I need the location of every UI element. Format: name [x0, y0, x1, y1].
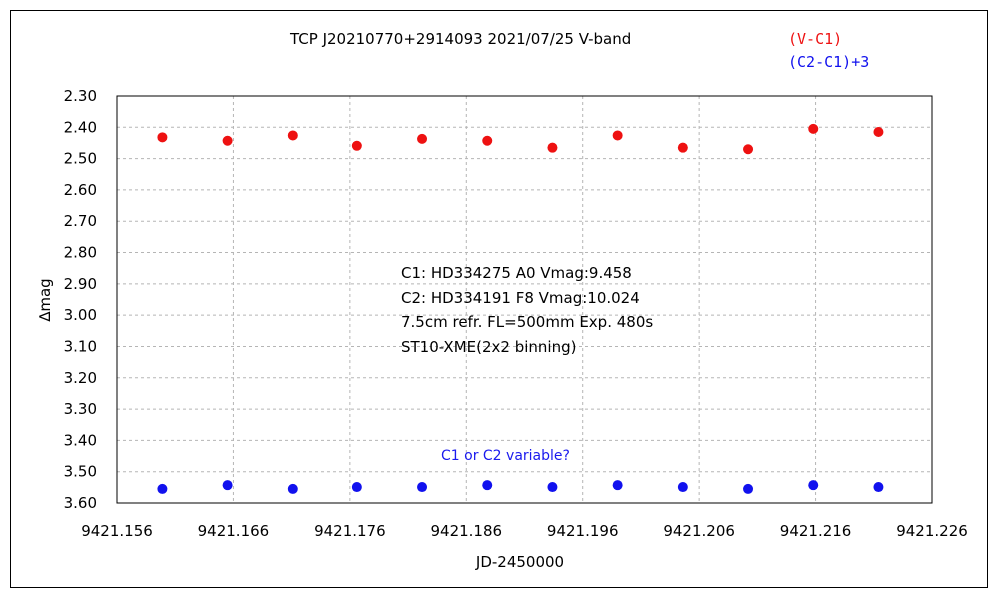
x-tick-label: 9421.206 [663, 522, 735, 540]
c2-c1-point [157, 483, 168, 494]
y-tick-label: 3.10 [64, 337, 97, 355]
x-tick-label: 9421.176 [314, 522, 386, 540]
chart-frame [10, 10, 988, 588]
c2-c1-point [417, 482, 428, 493]
data-points [157, 123, 884, 494]
v-c1-point [808, 123, 819, 134]
v-c1-point [417, 133, 428, 144]
y-tick-label: 2.90 [64, 275, 97, 293]
legend-v-c1: (V-C1) [788, 30, 842, 48]
x-tick-label: 9421.186 [430, 522, 502, 540]
x-tick-labels: 9421.156 9421.166 9421.176 9421.186 9421.196… [81, 522, 968, 540]
info-line-c1: C1: HD334275 A0 Vmag:9.458 [401, 264, 632, 282]
y-tick-labels: 2.30 2.40 2.50 2.60 2.70 2.80 2.90 3.00 3.10 3.20… [64, 87, 97, 512]
y-tick-label: 2.50 [64, 150, 97, 168]
c2-c1-point [287, 483, 298, 494]
info-line-c2: C2: HD334191 F8 Vmag:10.024 [401, 289, 640, 307]
x-axis-label: JD-2450000 [475, 553, 564, 571]
y-tick-label: 3.20 [64, 369, 97, 387]
grid [117, 96, 932, 503]
v-c1-point [743, 144, 754, 155]
c2-c1-point [808, 480, 819, 491]
variable-note: C1 or C2 variable? [441, 448, 570, 464]
y-tick-label: 2.70 [64, 212, 97, 230]
v-c1-point [612, 130, 623, 141]
info-line-camera: ST10-XME(2x2 binning) [401, 338, 576, 356]
x-tick-label: 9421.226 [896, 522, 968, 540]
y-axis-label: ∆mag [36, 278, 54, 322]
c2-c1-point [222, 480, 233, 491]
y-tick-label: 2.80 [64, 244, 97, 262]
v-c1-point [157, 132, 168, 143]
c2-c1-point [873, 482, 884, 493]
y-tick-label: 3.40 [64, 431, 97, 449]
y-tick-label: 2.40 [64, 118, 97, 136]
c2-c1-point [482, 480, 493, 491]
x-tick-label: 9421.216 [780, 522, 852, 540]
v-c1-point [351, 140, 362, 151]
chart-title: TCP J20210770+2914093 2021/07/25 V-band [289, 30, 631, 48]
y-tick-label: 3.00 [64, 306, 97, 324]
v-c1-point [873, 127, 884, 138]
v-c1-point [677, 142, 688, 153]
plot-area [116, 95, 933, 504]
v-c1-point [287, 130, 298, 141]
info-line-telescope: 7.5cm refr. FL=500mm Exp. 480s [401, 313, 653, 331]
v-c1-point [222, 135, 233, 146]
legend-c2-c1: (C2-C1)+3 [788, 53, 869, 71]
c2-c1-point [677, 482, 688, 493]
x-tick-label: 9421.166 [198, 522, 270, 540]
y-tick-label: 2.60 [64, 181, 97, 199]
y-tick-label: 2.30 [64, 87, 97, 105]
y-tick-label: 3.30 [64, 400, 97, 418]
c2-c1-point [743, 483, 754, 494]
v-c1-point [482, 135, 493, 146]
x-tick-label: 9421.196 [547, 522, 619, 540]
v-c1-point [547, 142, 558, 153]
c2-c1-point [547, 482, 558, 493]
y-tick-label: 3.60 [64, 494, 97, 512]
x-tick-label: 9421.156 [81, 522, 153, 540]
y-tick-label: 3.50 [64, 463, 97, 481]
c2-c1-point [351, 482, 362, 493]
c2-c1-point [612, 480, 623, 491]
